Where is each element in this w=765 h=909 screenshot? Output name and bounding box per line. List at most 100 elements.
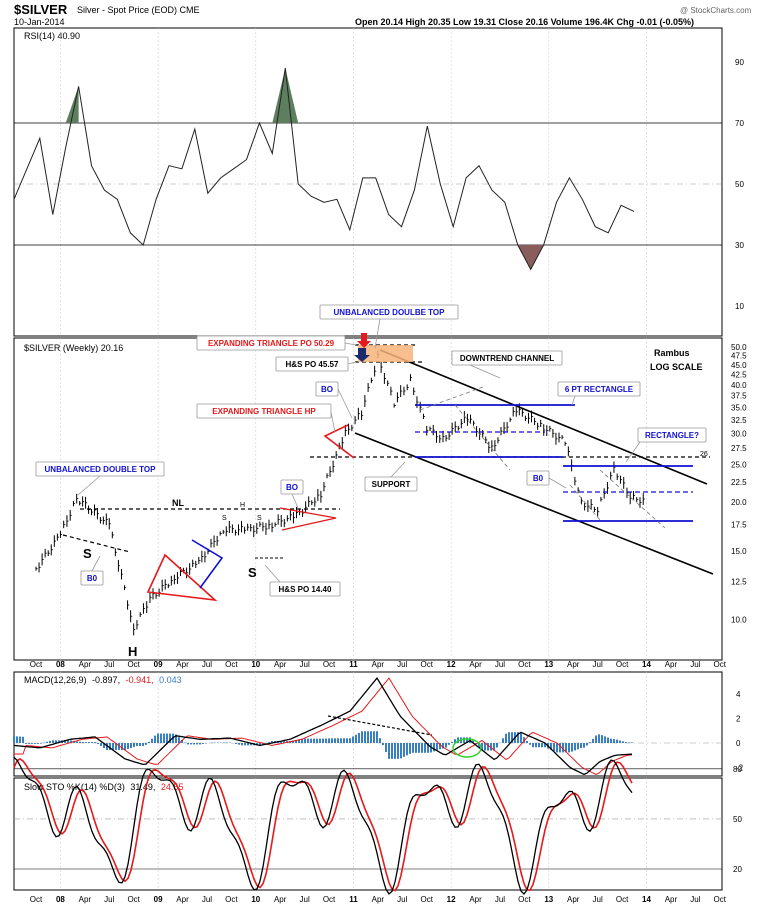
symbol-description: Silver - Spot Price (EOD) CME xyxy=(77,5,200,15)
macd-label-name: MACD(12,26,9) xyxy=(24,675,87,685)
chart-date: 10-Jan-2014 xyxy=(14,17,65,27)
red-triangle-top xyxy=(323,424,355,459)
callout-hs_po_45: H&S PO 45.57 xyxy=(286,360,339,369)
x-tick-label: Apr xyxy=(469,660,482,669)
level-26-label: 26 xyxy=(700,451,708,458)
callout-unbalanced_top_left: UNBALANCED DOUBLE TOP xyxy=(45,465,157,474)
macd-crossover-circle xyxy=(452,738,482,758)
callout-box xyxy=(319,304,459,320)
price-tick-label: 17.5 xyxy=(731,521,747,530)
sto-tick-label: 80 xyxy=(733,765,742,774)
macd-label-hist: 0.043 xyxy=(159,675,182,685)
sto-tick-label: 50 xyxy=(733,815,742,824)
channel-bottom-line xyxy=(354,432,714,575)
rsi-tick-label: 10 xyxy=(735,302,744,311)
rsi-panel xyxy=(13,27,723,337)
x-tick-label: Jul xyxy=(397,660,407,669)
price-tick-label: 45.0 xyxy=(731,361,747,370)
price-tick-label: 20.0 xyxy=(731,498,747,507)
blue-down-arrow-icon xyxy=(354,348,370,362)
sto-label: Slow STO %K(14) %D(3) 31.49, 24.55 xyxy=(24,782,183,792)
x-tick-label: Jul xyxy=(690,895,700,904)
callout-box xyxy=(557,381,641,397)
callout-hs_po_14: H&S PO 14.40 xyxy=(279,585,332,594)
x-tick-label: 12 xyxy=(447,660,456,669)
x-tick-label: Apr xyxy=(79,660,92,669)
price-tick-label: 30.0 xyxy=(731,429,747,438)
callout-pointer xyxy=(264,564,281,583)
price-tick-label: 50.0 xyxy=(731,343,747,352)
x-tick-label: Apr xyxy=(372,660,385,669)
callout-support: SUPPORT xyxy=(372,480,411,489)
x-tick-label: Apr xyxy=(274,895,287,904)
x-tick-label: Apr xyxy=(176,660,189,669)
x-tick-label: Oct xyxy=(714,895,727,904)
x-tick-label: 09 xyxy=(154,895,163,904)
callout-bo_1: BO xyxy=(321,385,333,394)
x-tick-label: 10 xyxy=(251,660,260,669)
x-tick-label: 13 xyxy=(544,660,553,669)
x-tick-label: 08 xyxy=(56,660,65,669)
macd-label-value: -0.897, xyxy=(92,675,120,685)
x-tick-label: 14 xyxy=(642,660,651,669)
price-tick-label: 40.0 xyxy=(731,381,747,390)
x-tick-label: Jul xyxy=(202,895,212,904)
x-tick-label: Apr xyxy=(79,895,92,904)
x-tick-label: 12 xyxy=(447,895,456,904)
rsi-overbought-fill xyxy=(272,68,299,123)
price-tick-label: 35.0 xyxy=(731,403,747,412)
sto-k-line xyxy=(13,756,633,895)
callout-box xyxy=(451,350,563,366)
watermark: @ StockCharts.com xyxy=(680,6,752,15)
price-panel xyxy=(13,337,723,661)
sto-label-k: 31.49, xyxy=(130,782,155,792)
callout-pointer xyxy=(469,364,501,379)
chart-marks xyxy=(13,68,645,895)
callout-pointer xyxy=(390,461,406,478)
blue-triangle xyxy=(191,539,224,589)
x-tick-label: Oct xyxy=(420,895,433,904)
callout-pointer xyxy=(344,342,357,346)
x-tick-label: Oct xyxy=(225,660,238,669)
callout-pointer xyxy=(625,441,641,463)
macd-label: MACD(12,26,9) -0.897, -0.941, 0.043 xyxy=(24,675,182,685)
x-tick-label: 10 xyxy=(251,895,260,904)
price-tick-label: 22.5 xyxy=(731,478,747,487)
annotation-layer: UNBALANCED DOUBLE TOP UNBALANCED DOULBE T… xyxy=(35,304,714,758)
red-down-arrow-icon xyxy=(357,333,371,348)
sto-label-d: 24.55 xyxy=(161,782,184,792)
x-tick-label: Oct xyxy=(616,895,629,904)
x-tick-label: Apr xyxy=(567,660,580,669)
x-tick-label: Jul xyxy=(593,895,603,904)
shoulder-right-label: S xyxy=(248,565,257,580)
x-tick-label: 11 xyxy=(349,895,358,904)
x-tick-label: Apr xyxy=(372,895,385,904)
sto-tick-label: 20 xyxy=(733,865,742,874)
price-tick-label: 25.0 xyxy=(731,460,747,469)
price-tick-label: 27.5 xyxy=(731,444,747,453)
left-shoulder-trendline xyxy=(62,534,131,553)
red-triangle-mid xyxy=(279,507,337,531)
x-tick-label: Apr xyxy=(665,895,678,904)
x-tick-label: Jul xyxy=(300,895,310,904)
x-tick-label: Jul xyxy=(495,660,505,669)
x-tick-label: 14 xyxy=(642,895,651,904)
x-tick-label: Jul xyxy=(690,660,700,669)
callout-box xyxy=(196,403,332,419)
rsi-tick-label: 70 xyxy=(735,119,744,128)
callout-pointer xyxy=(291,493,299,509)
sto-d-line xyxy=(13,757,633,892)
nl-label: NL xyxy=(172,498,184,508)
small-h-label: H xyxy=(240,502,245,509)
x-tick-label: Oct xyxy=(616,660,629,669)
rsi-tick-label: 90 xyxy=(735,58,744,67)
x-tick-label: Apr xyxy=(469,895,482,904)
x-tick-label: Oct xyxy=(323,660,336,669)
macd-tick-label: -2 xyxy=(736,764,744,773)
callout-pointer xyxy=(571,395,576,406)
callout-b0_right: B0 xyxy=(533,474,544,483)
x-tick-label: Jul xyxy=(495,895,505,904)
callout-expanding_triangle_hp: EXPANDING TRIANGLE HP xyxy=(212,407,316,416)
rsi-oversold-fill xyxy=(504,245,557,270)
callout-pointer xyxy=(337,388,353,419)
